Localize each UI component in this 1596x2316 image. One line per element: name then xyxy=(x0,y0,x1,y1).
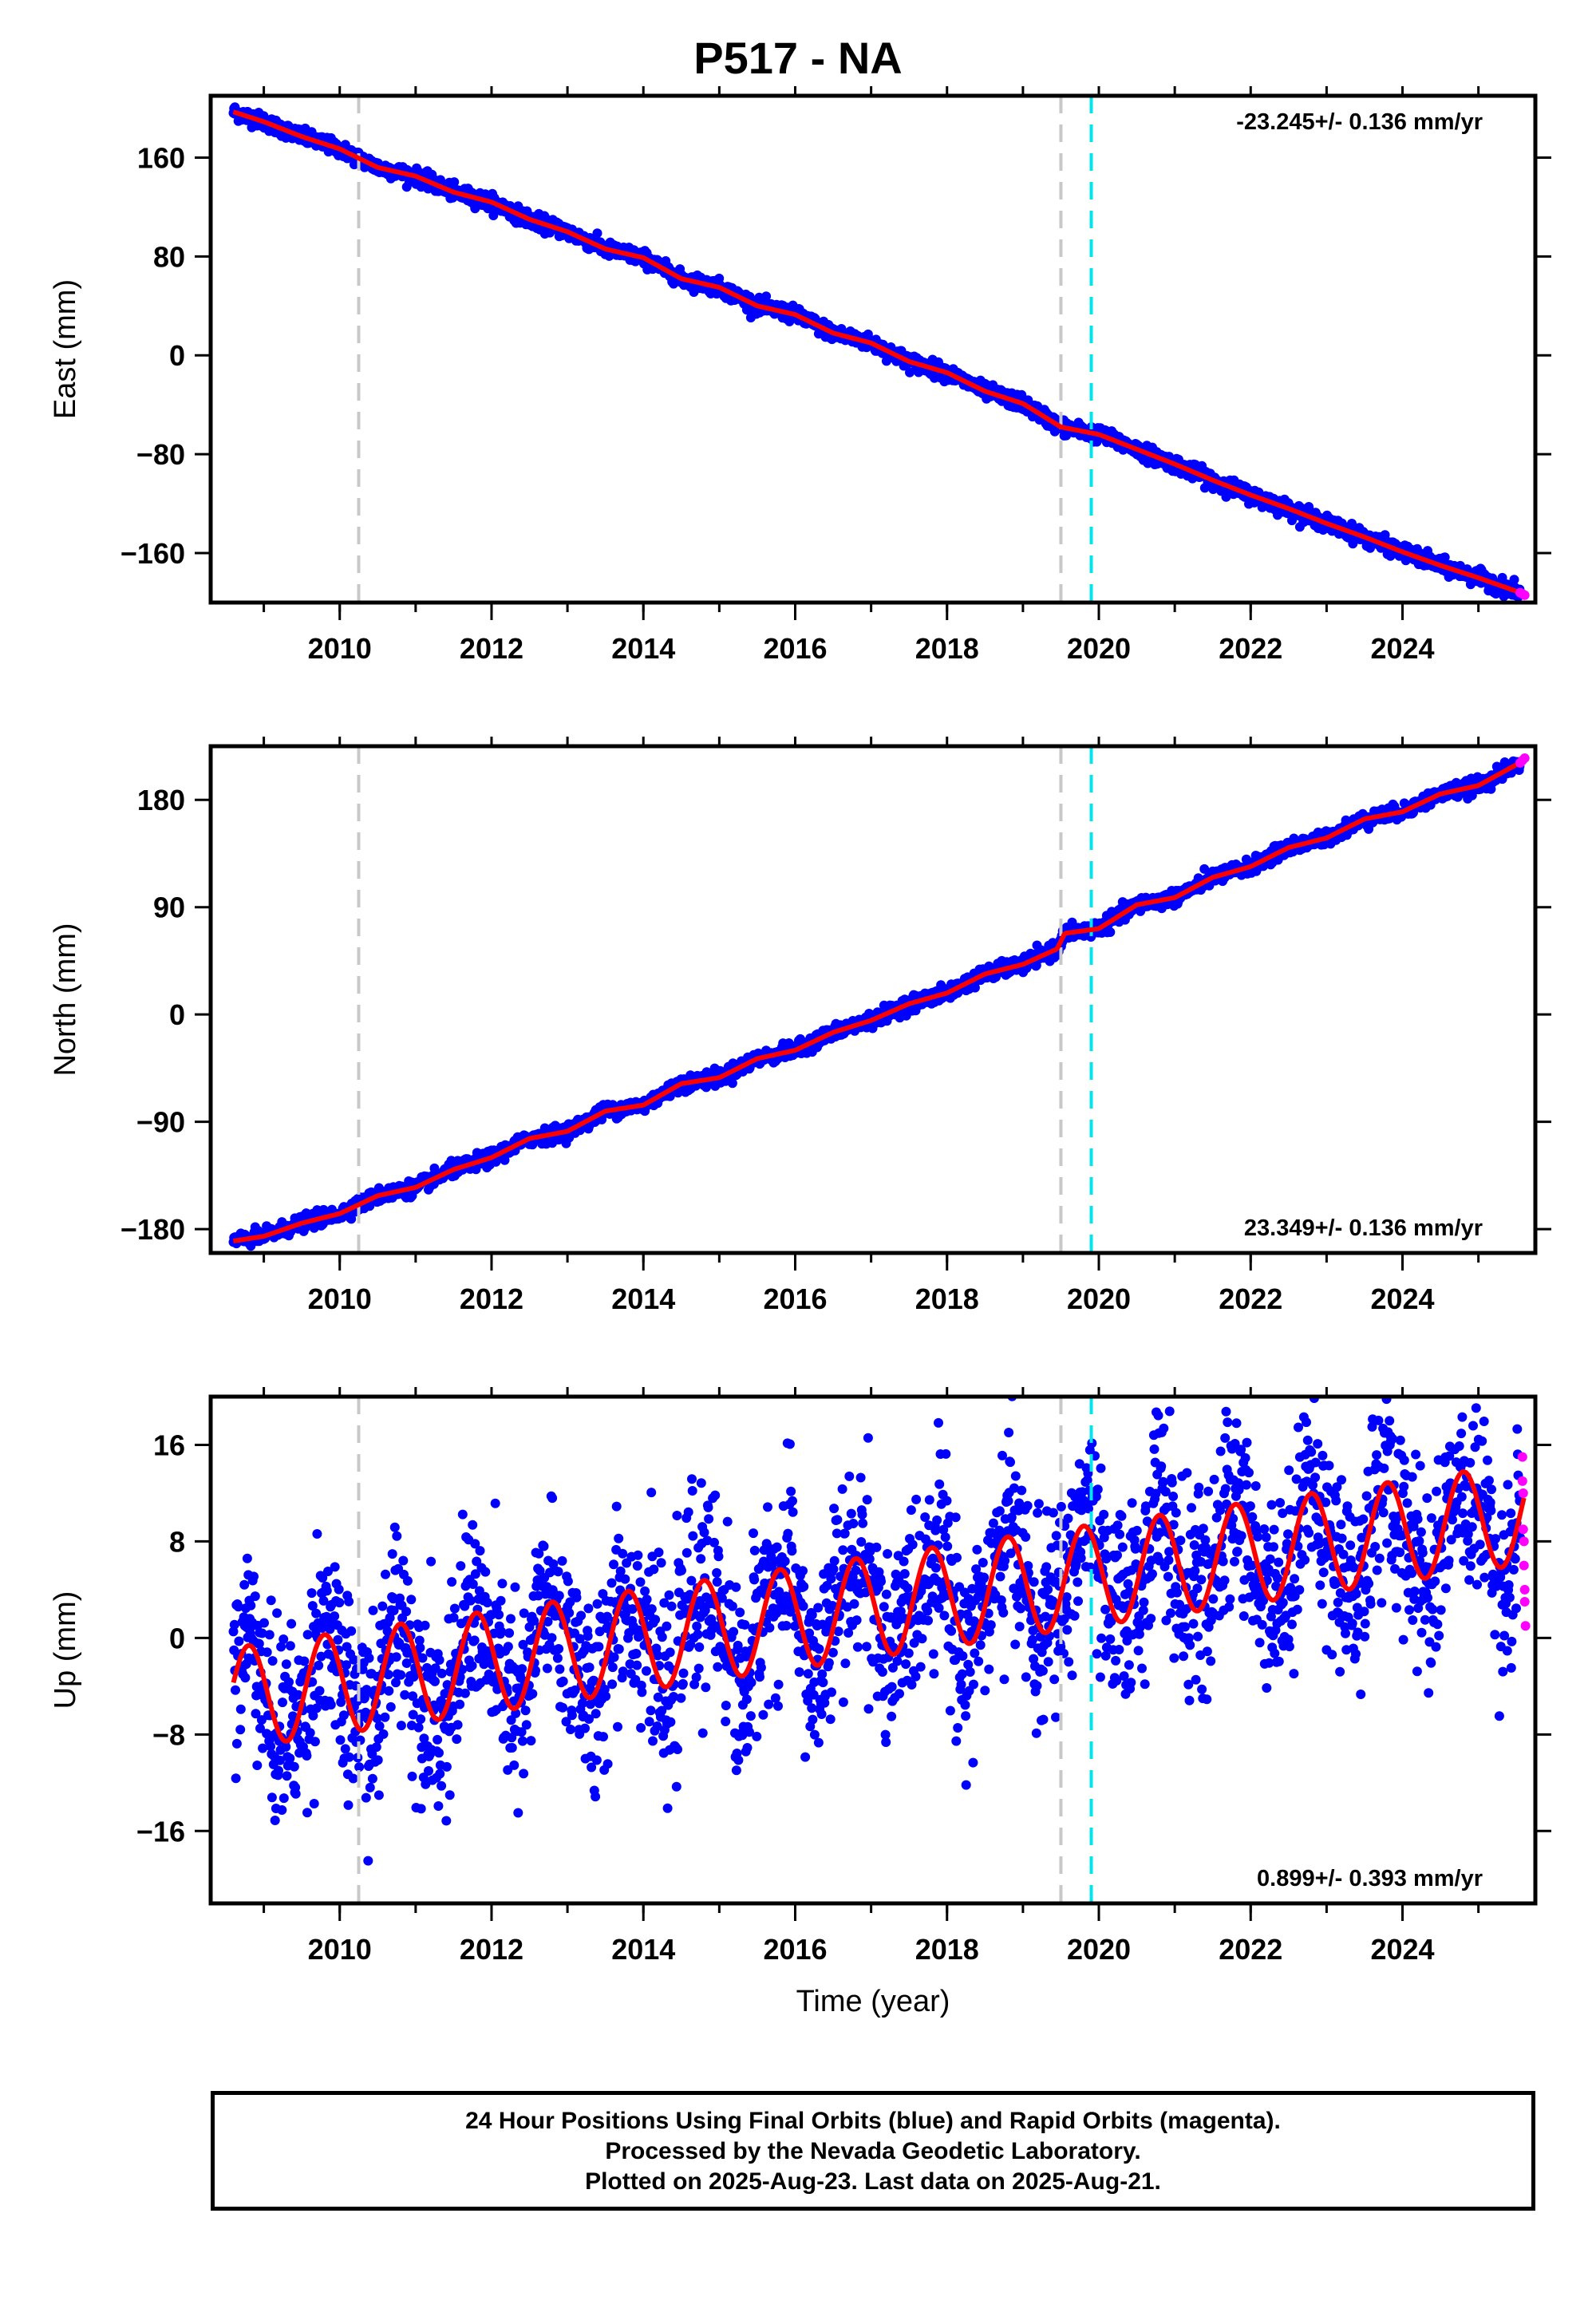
y-axis: 160 80 0 −80 −160 xyxy=(120,141,1551,570)
x-tick-label: 2014 xyxy=(611,632,675,665)
chart-figure: 2010 2012 2014 2016 2018 2020 2022 2024 160 80 0 −8… xyxy=(49,86,1551,2018)
data-point xyxy=(761,291,772,302)
data-point xyxy=(1509,575,1519,585)
x-tick-label: 2016 xyxy=(763,632,827,665)
y-tick-label: 80 xyxy=(153,240,185,273)
page-title: P517 - NA xyxy=(693,33,903,83)
y-tick-label: −160 xyxy=(120,537,185,570)
x-tick-label: 2024 xyxy=(1370,632,1434,665)
x-tick-label: 2022 xyxy=(1219,632,1282,665)
rate-label: -23.245+/- 0.136 mm/yr xyxy=(1236,109,1483,135)
chart-panel-2: 2010 2012 2014 2016 2018 2020 2022 2024180900−9… xyxy=(49,737,1551,1315)
rapid-orbit-points xyxy=(1515,587,1530,600)
chart-panel-1: 2010 2012 2014 2016 2018 2020 2022 2024 160 80 0 −8… xyxy=(49,86,1551,665)
data-point xyxy=(1105,927,1116,937)
data-point xyxy=(449,177,460,188)
x-axis: 2010 2012 2014 2016 2018 2020 2022 2024 xyxy=(263,86,1480,665)
data-point xyxy=(905,367,915,377)
x-tick-label: 2010 xyxy=(308,632,372,665)
y-tick-label: 0 xyxy=(169,339,185,372)
final-orbit-points xyxy=(228,756,1525,1251)
y-tick-label: 160 xyxy=(137,141,185,174)
data-point xyxy=(1440,552,1450,563)
x-tick-label: 2020 xyxy=(1067,632,1131,665)
y-axis-title: East (mm) xyxy=(49,279,82,419)
model-fit-line xyxy=(232,109,1525,596)
y-tick-label: −80 xyxy=(136,438,185,471)
x-tick-label: 2012 xyxy=(460,632,523,665)
data-point xyxy=(727,1078,737,1089)
plot-area xyxy=(228,746,1530,1253)
x-tick-label: 2018 xyxy=(915,632,979,665)
plot-area xyxy=(228,96,1530,603)
data-point xyxy=(592,228,602,239)
data-point xyxy=(1380,530,1390,540)
rapid-point xyxy=(1519,590,1530,600)
plot-frame xyxy=(208,93,1538,605)
